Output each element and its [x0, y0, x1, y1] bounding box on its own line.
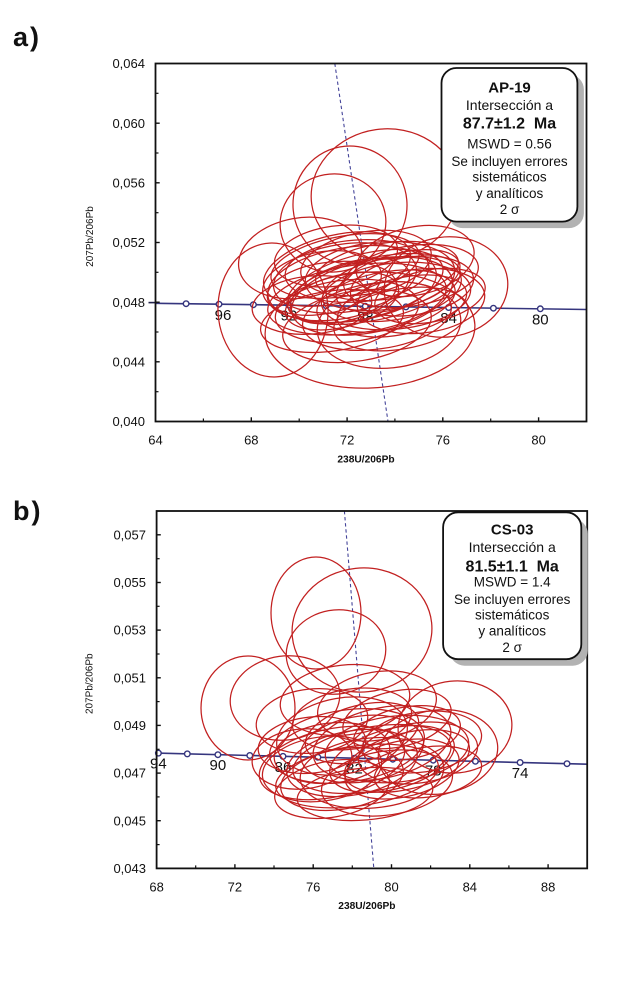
svg-text:Intersección a: Intersección a	[466, 97, 553, 113]
svg-text:b): b)	[13, 496, 42, 526]
svg-text:80: 80	[531, 433, 545, 448]
svg-text:96: 96	[215, 307, 232, 324]
svg-text:0,057: 0,057	[113, 527, 146, 542]
svg-text:76: 76	[436, 433, 450, 448]
svg-text:a): a)	[13, 22, 41, 52]
svg-text:Se incluyen errores: Se incluyen errores	[454, 592, 571, 607]
svg-text:y analíticos: y analíticos	[476, 186, 544, 201]
svg-text:0,049: 0,049	[113, 718, 146, 733]
svg-text:68: 68	[149, 880, 163, 895]
svg-text:0,052: 0,052	[112, 235, 145, 250]
svg-text:MSWD = 0.56: MSWD = 0.56	[467, 136, 551, 151]
svg-text:72: 72	[228, 880, 242, 895]
svg-text:68: 68	[244, 433, 258, 448]
svg-text:0,056: 0,056	[112, 175, 145, 190]
svg-text:238U/206Pb: 238U/206Pb	[338, 901, 395, 912]
svg-text:0,048: 0,048	[112, 295, 145, 310]
svg-text:0,047: 0,047	[113, 766, 146, 781]
svg-text:0,045: 0,045	[113, 813, 146, 828]
svg-text:94: 94	[150, 756, 167, 773]
svg-text:0,064: 0,064	[112, 56, 145, 71]
svg-text:0,043: 0,043	[113, 861, 146, 876]
svg-text:80: 80	[532, 311, 549, 328]
svg-text:y analíticos: y analíticos	[478, 624, 546, 639]
svg-text:0,051: 0,051	[113, 670, 146, 685]
svg-text:sistemáticos: sistemáticos	[472, 169, 547, 184]
svg-text:0,060: 0,060	[112, 116, 145, 131]
svg-text:CS-03: CS-03	[491, 522, 534, 539]
svg-text:87.7±1.2 Ma: 87.7±1.2 Ma	[463, 116, 556, 133]
svg-text:0,040: 0,040	[112, 414, 145, 429]
svg-text:MSWD = 1.4: MSWD = 1.4	[474, 574, 551, 589]
svg-text:72: 72	[340, 433, 354, 448]
svg-text:0,053: 0,053	[113, 623, 146, 638]
svg-text:207Pb/206Pb: 207Pb/206Pb	[85, 206, 96, 267]
svg-text:84: 84	[463, 880, 477, 895]
svg-text:0,055: 0,055	[113, 575, 146, 590]
svg-text:80: 80	[384, 880, 398, 895]
svg-text:2 σ: 2 σ	[500, 202, 520, 217]
svg-text:76: 76	[306, 880, 320, 895]
svg-text:238U/206Pb: 238U/206Pb	[337, 454, 394, 465]
svg-text:81.5±1.1 Ma: 81.5±1.1 Ma	[466, 558, 559, 575]
svg-text:90: 90	[210, 757, 227, 774]
svg-text:sistemáticos: sistemáticos	[475, 608, 550, 623]
svg-text:AP-19: AP-19	[488, 80, 531, 97]
svg-text:207Pb/206Pb: 207Pb/206Pb	[85, 653, 96, 714]
svg-text:Se incluyen errores: Se incluyen errores	[451, 154, 568, 169]
svg-text:0,044: 0,044	[112, 354, 145, 369]
svg-text:Intersección a: Intersección a	[469, 539, 556, 555]
svg-text:74: 74	[512, 765, 529, 782]
svg-text:88: 88	[541, 880, 555, 895]
svg-text:64: 64	[148, 433, 162, 448]
svg-text:2 σ: 2 σ	[502, 640, 522, 655]
